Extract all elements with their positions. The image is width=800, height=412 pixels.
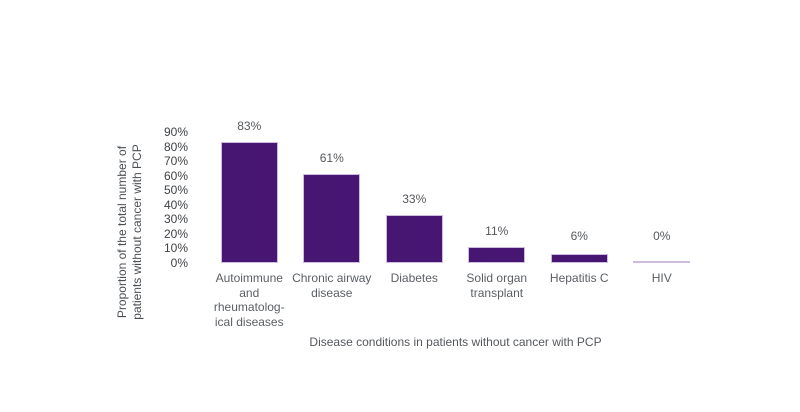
category-label-line: Diabetes (390, 271, 438, 285)
x-axis-category-labels: Autoimmune and rheumatolog-ical diseases C… (208, 271, 703, 329)
bar-value-label-chronic-airway-disease: 61% (319, 151, 344, 166)
bar-slot-hepatitis-c: 6% (538, 132, 621, 263)
bar-value-label-solid-organ-transplant: 11% (485, 224, 509, 238)
category-label-line: HIV (651, 271, 672, 285)
y-tick-label-10pct: 10% (163, 241, 188, 256)
bar-hiv (633, 261, 691, 263)
y-tick-label-60pct: 60% (163, 168, 188, 183)
bar-value-label-hepatitis-c: 6% (570, 229, 588, 243)
category-label-line: transplant (470, 285, 524, 300)
bar-autoimmune-and-rheumatological-diseases (220, 142, 278, 263)
y-tick-label-80pct: 80% (163, 139, 188, 154)
y-tick-label-20pct: 20% (163, 226, 188, 241)
bar-value-label-autoimmune-and-rheumatological-diseases: 83% (237, 119, 262, 134)
bar-slot-hiv: 0% (621, 132, 704, 263)
bar-hepatitis-c (550, 254, 608, 263)
category-label-line: disease (311, 285, 353, 300)
bar-value-label-diabetes: 33% (402, 191, 427, 206)
category-label-hepatitis-c: Hepatitis C (538, 271, 621, 329)
x-axis-title: Disease conditions in patients without c… (309, 335, 602, 349)
y-tick-label-90pct: 90% (163, 125, 188, 139)
category-label-hiv: HIV (621, 271, 704, 329)
category-label-diabetes: Diabetes (373, 271, 456, 329)
category-label-line: Hepatitis C (549, 271, 609, 285)
y-axis-title-line-1: Proportion of the total number of (115, 145, 129, 319)
category-label-line: and rheumatolog- (213, 285, 285, 315)
bar-value-label-hiv: 0% (653, 229, 671, 243)
category-label-line: ical diseases (214, 314, 284, 329)
category-label-autoimmune-and-rheumatological-diseases: Autoimmune and rheumatolog-ical diseases (208, 271, 291, 329)
category-label-chronic-airway-disease: Chronic airway disease (291, 271, 374, 329)
bar-slot-solid-organ-transplant: 11% (456, 132, 539, 263)
plot-area: 83% 61% 33% 11% 6% 0% (208, 119, 704, 263)
y-axis-tick-labels: 90% 80% 70% 60% 50% 40% 30% 20% 10% 0% (138, 125, 188, 270)
y-tick-label-40pct: 40% (163, 197, 188, 212)
bar-solid-organ-transplant (468, 247, 526, 263)
category-label-line: Solid organ (466, 271, 528, 285)
category-label-solid-organ-transplant: Solid organ transplant (456, 271, 539, 329)
y-tick-label-30pct: 30% (163, 212, 188, 227)
y-tick-label-70pct: 70% (163, 154, 188, 169)
bar-slot-chronic-airway-disease: 61% (291, 132, 374, 263)
category-label-line: Chronic airway (292, 271, 372, 285)
y-tick-label-50pct: 50% (163, 183, 188, 198)
bar-slot-diabetes: 33% (373, 132, 456, 263)
y-tick-label-0pct: 0% (170, 256, 188, 270)
category-label-line: Autoimmune (215, 271, 283, 285)
bar-chronic-airway-disease (303, 174, 361, 263)
bar-diabetes (385, 214, 443, 263)
bar-slot-autoimmune-and-rheumatological-diseases: 83% (208, 119, 291, 263)
